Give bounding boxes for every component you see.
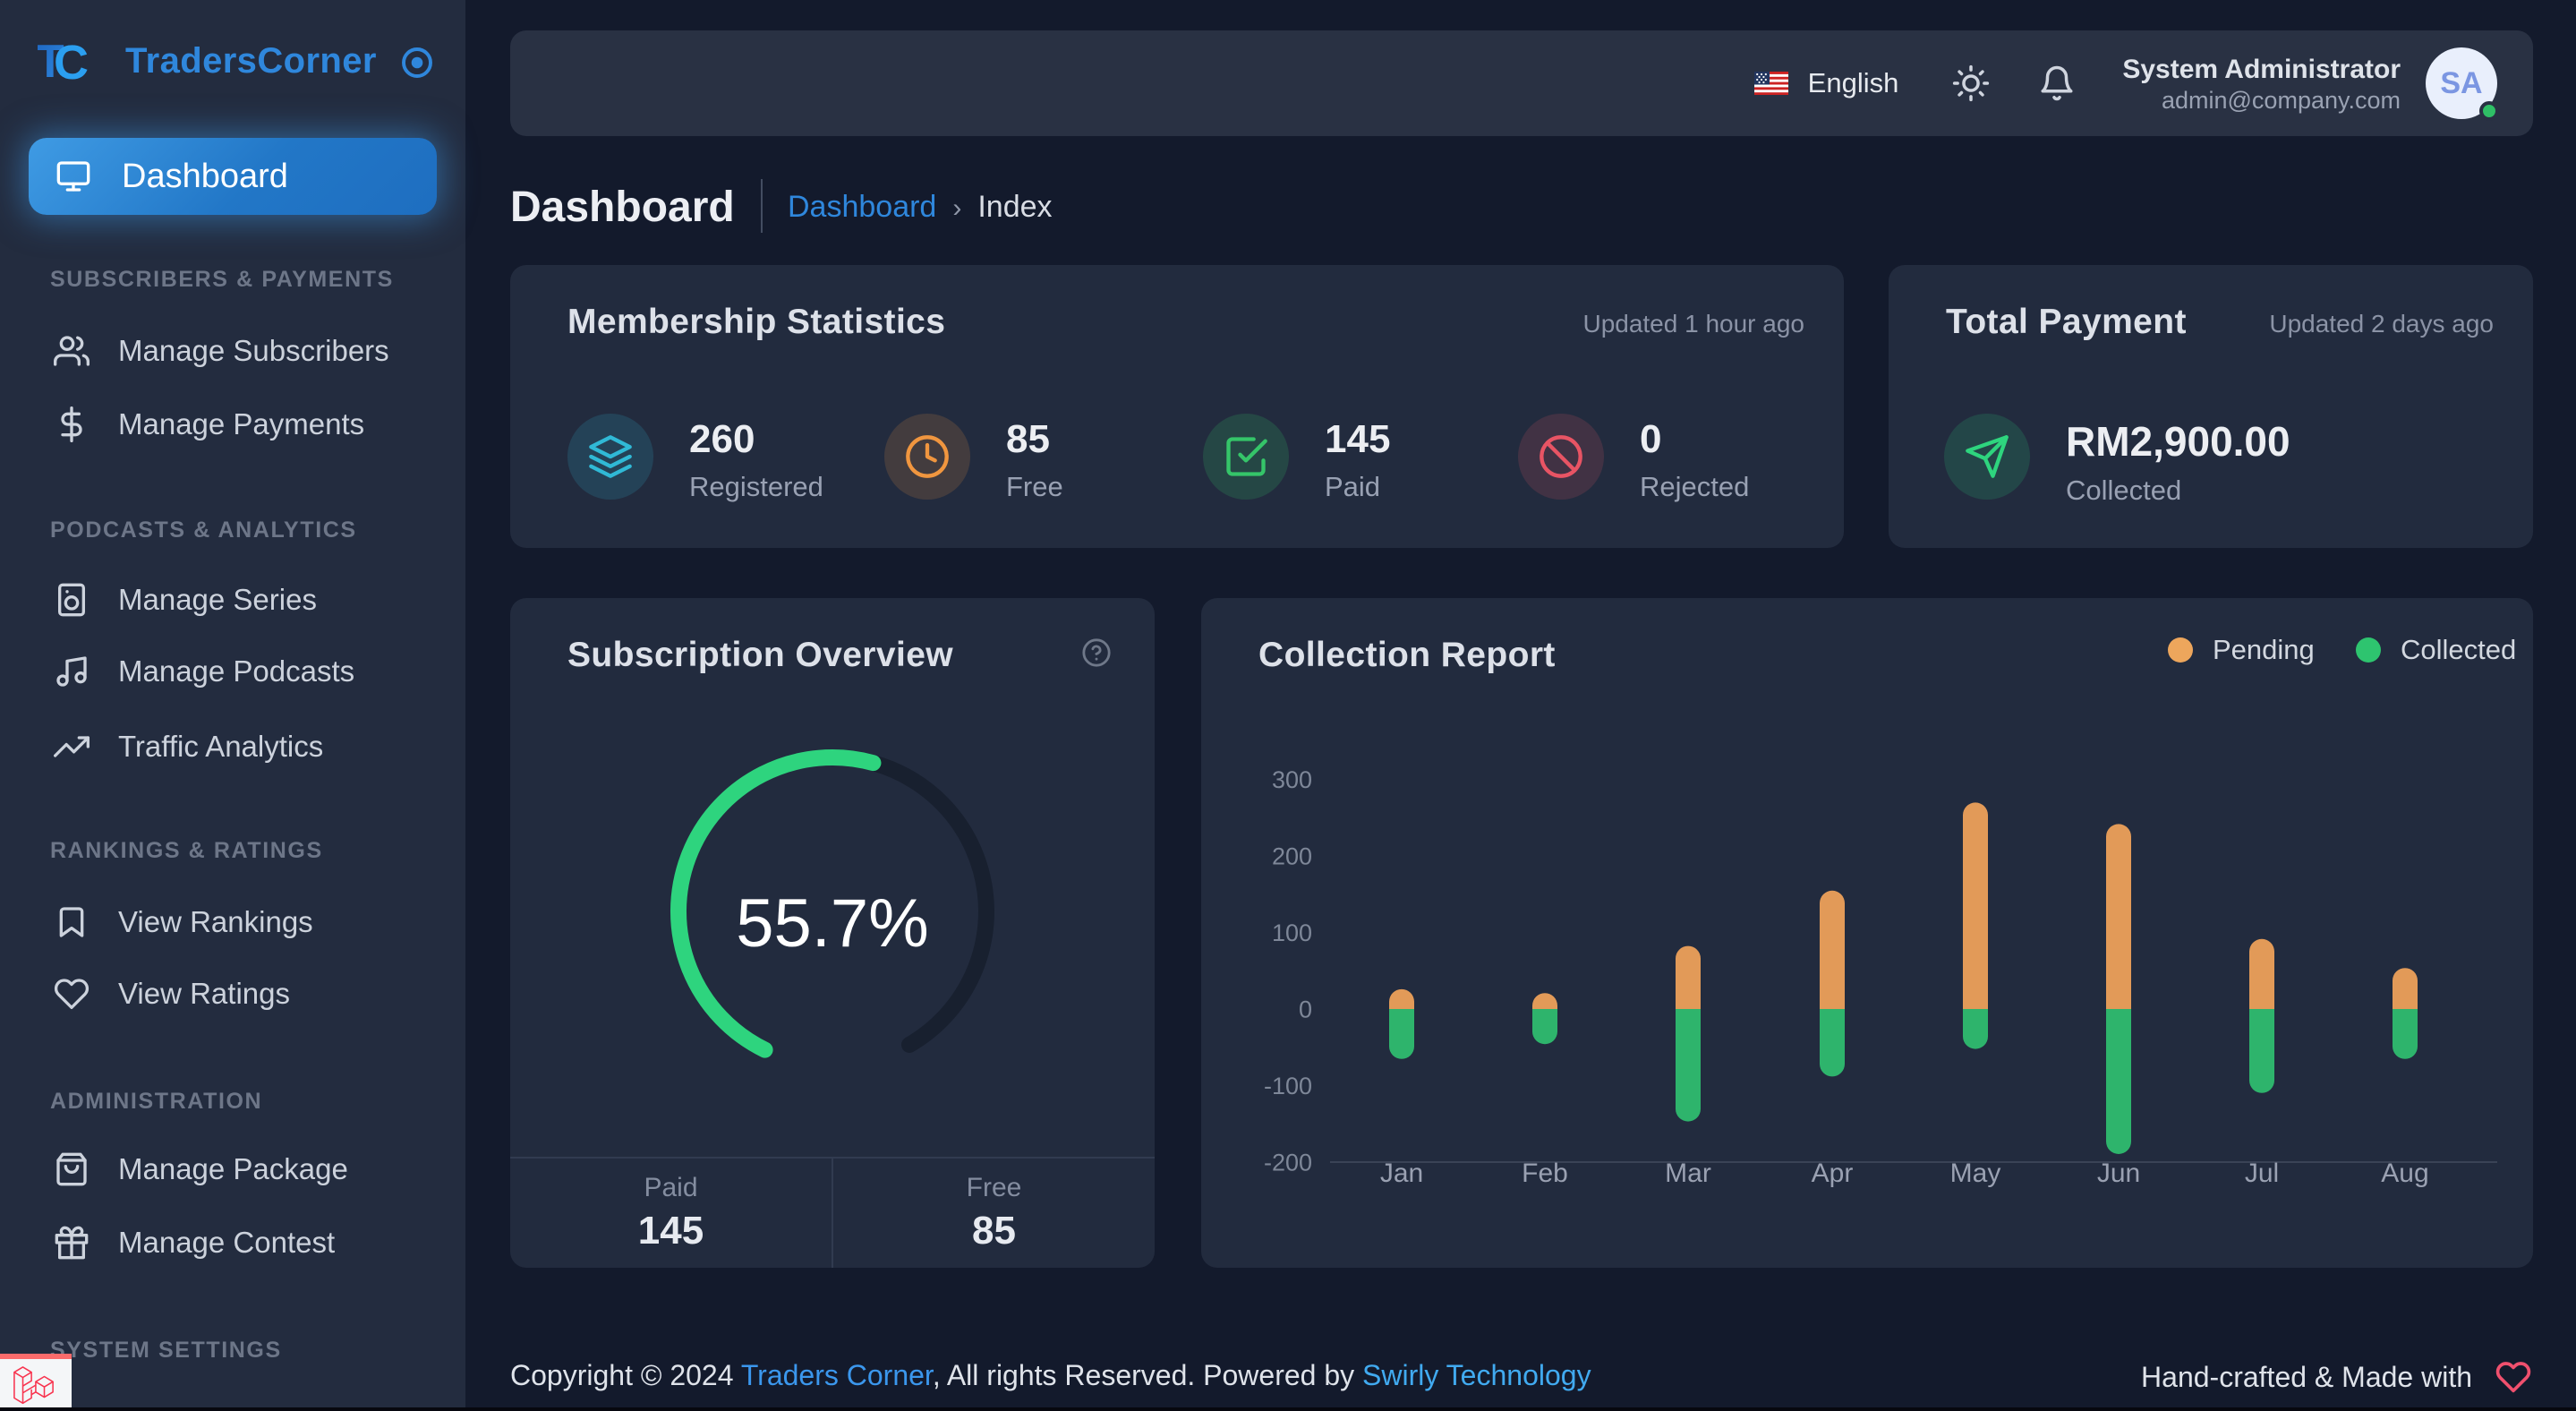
svg-text:Feb: Feb xyxy=(1522,1159,1568,1188)
svg-text:0: 0 xyxy=(1299,996,1312,1022)
svg-text:-100: -100 xyxy=(1264,1073,1312,1099)
svg-text:T: T xyxy=(38,39,64,86)
svg-text:May: May xyxy=(1950,1159,2001,1188)
svg-text:-200: -200 xyxy=(1264,1149,1312,1176)
svg-text:Mar: Mar xyxy=(1665,1159,1711,1188)
svg-text:300: 300 xyxy=(1272,766,1312,793)
svg-text:C: C xyxy=(54,39,88,86)
svg-text:Apr: Apr xyxy=(1812,1159,1854,1188)
svg-text:Aug: Aug xyxy=(2381,1159,2428,1188)
svg-text:100: 100 xyxy=(1272,919,1312,946)
svg-text:Jan: Jan xyxy=(1380,1159,1423,1188)
svg-text:Jun: Jun xyxy=(2097,1159,2140,1188)
svg-text:200: 200 xyxy=(1272,842,1312,869)
svg-text:Jul: Jul xyxy=(2245,1159,2279,1188)
